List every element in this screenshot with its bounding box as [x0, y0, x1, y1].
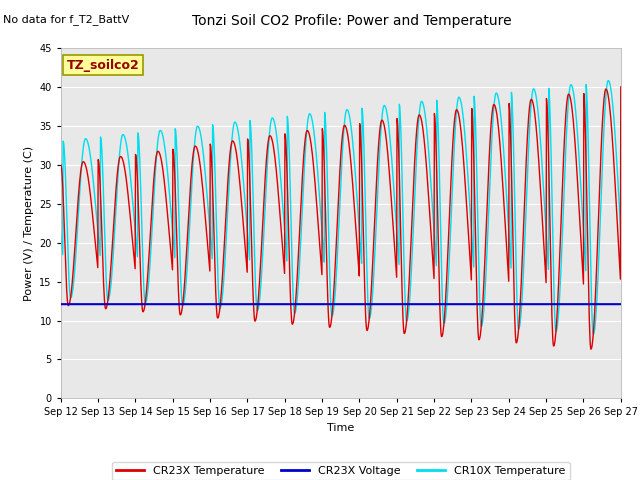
Legend: CR23X Temperature, CR23X Voltage, CR10X Temperature: CR23X Temperature, CR23X Voltage, CR10X … [112, 462, 570, 480]
Y-axis label: Power (V) / Temperature (C): Power (V) / Temperature (C) [24, 145, 34, 301]
X-axis label: Time: Time [327, 423, 355, 433]
Text: No data for f_T2_BattV: No data for f_T2_BattV [3, 14, 129, 25]
Text: TZ_soilco2: TZ_soilco2 [67, 59, 139, 72]
Text: Tonzi Soil CO2 Profile: Power and Temperature: Tonzi Soil CO2 Profile: Power and Temper… [192, 14, 512, 28]
